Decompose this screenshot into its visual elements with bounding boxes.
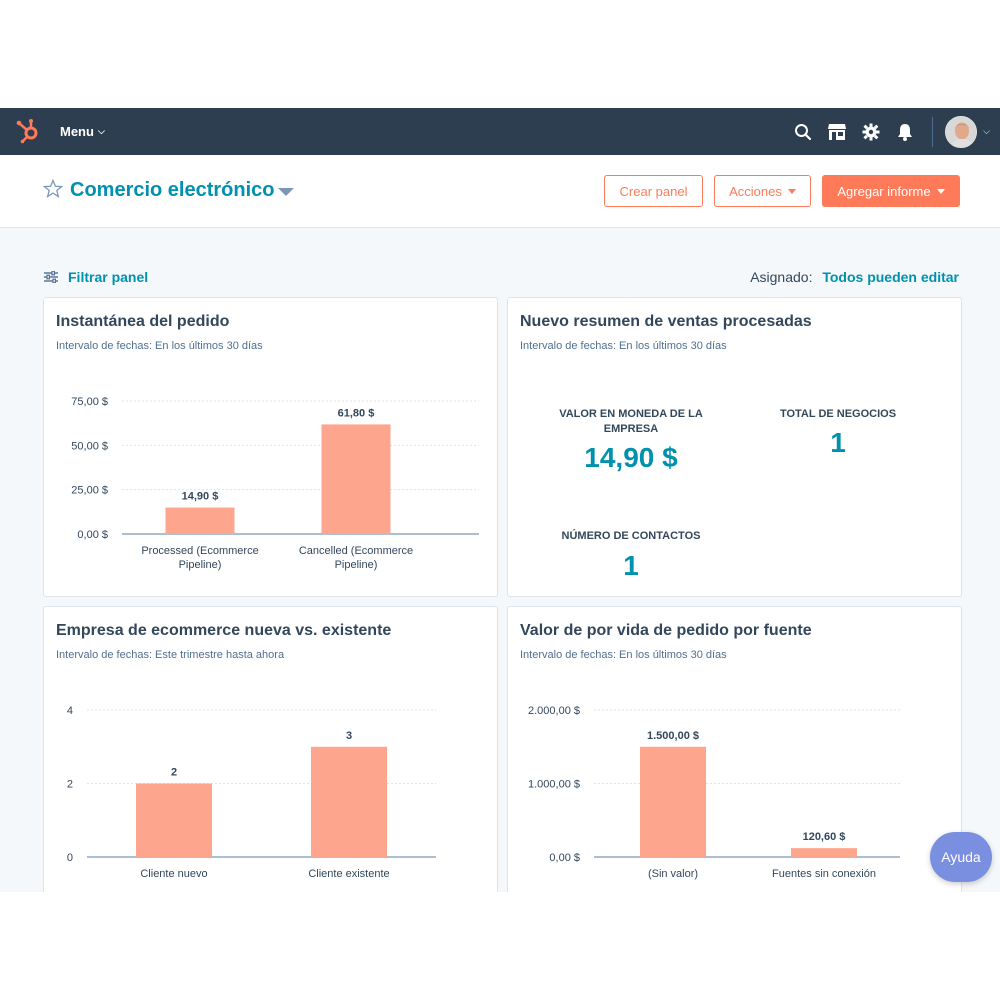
y-tick-label: 4 <box>67 705 73 717</box>
actions-button[interactable]: Acciones <box>714 175 811 207</box>
y-tick-label: 0,00 $ <box>77 529 108 541</box>
bar-value-label: 2 <box>171 767 177 779</box>
x-tick-label: Pipeline) <box>335 559 378 571</box>
kpi-contacts-value: 1 <box>623 550 639 581</box>
x-tick-label: Fuentes sin conexión <box>772 868 876 880</box>
report-card-lifetime-value-by-source: Valor de por vida de pedido por fuente I… <box>507 606 962 892</box>
bar-value-label: 14,90 $ <box>182 491 219 503</box>
new-vs-existing-chart: 0 2 4 2 Cliente nuevo 3 Cliente existente <box>67 705 436 880</box>
marketplace-icon[interactable] <box>820 108 854 155</box>
bar[interactable] <box>791 848 857 857</box>
card-title[interactable]: Nuevo resumen de ventas procesadas <box>520 313 812 330</box>
help-button[interactable]: Ayuda <box>930 832 992 882</box>
help-label: Ayuda <box>941 849 981 865</box>
x-tick-label: (Sin valor) <box>648 868 698 880</box>
assigned-label: Asignado: <box>750 269 813 285</box>
create-dashboard-button[interactable]: Crear panel <box>604 175 703 207</box>
card-title[interactable]: Valor de por vida de pedido por fuente <box>520 622 812 639</box>
kpi-total-deals-value: 1 <box>830 427 846 458</box>
actions-label: Acciones <box>729 183 782 199</box>
x-tick-label: Pipeline) <box>179 559 222 571</box>
order-snapshot-chart: 0,00 $ 25,00 $ 50,00 $ 75,00 $ 14,90 $ Proces… <box>71 396 479 571</box>
nav-divider <box>932 116 934 147</box>
search-icon[interactable] <box>786 108 820 155</box>
card-title[interactable]: Empresa de ecommerce nueva vs. existente <box>56 622 392 639</box>
bar-value-label: 1.500,00 $ <box>647 730 699 742</box>
page-header: Comercio electrónico Crear panel Accione… <box>0 155 1000 228</box>
notifications-icon[interactable] <box>888 108 922 155</box>
kpi-company-currency-value: 14,90 $ <box>584 442 678 473</box>
y-tick-label: 1.000,00 $ <box>528 779 580 791</box>
report-card-new-vs-existing: Empresa de ecommerce nueva vs. existente… <box>43 606 498 892</box>
report-card-order-snapshot: Instantánea del pedido Intervalo de fech… <box>43 297 498 597</box>
bar-value-label: 61,80 $ <box>338 407 375 419</box>
kpi-total-deals-label: TOTAL DE NEGOCIOS <box>779 408 897 420</box>
create-dashboard-label: Crear panel <box>619 183 688 199</box>
filter-dashboard-button[interactable]: Filtrar panel <box>44 269 148 285</box>
y-tick-label: 50,00 $ <box>71 440 108 452</box>
card-title[interactable]: Instantánea del pedido <box>56 313 230 330</box>
y-tick-label: 75,00 $ <box>71 396 108 408</box>
report-card-sales-summary: Nuevo resumen de ventas procesadas Inter… <box>507 297 962 597</box>
avatar[interactable] <box>945 115 978 148</box>
caret-down-icon <box>936 188 945 194</box>
app-window: Menu ⌵ ⌵ Comercio electrónico <box>0 108 1000 892</box>
bar[interactable] <box>311 746 387 857</box>
dashboard-dropdown-icon[interactable] <box>278 188 294 196</box>
y-tick-label: 2 <box>67 779 73 791</box>
filter-label: Filtrar panel <box>68 269 149 285</box>
card-date-range: Intervalo de fechas: En los últimos 30 d… <box>520 340 727 352</box>
settings-icon[interactable] <box>854 108 888 155</box>
bar[interactable] <box>136 783 212 858</box>
star-icon[interactable] <box>43 179 63 199</box>
card-date-range: Intervalo de fechas: Este trimestre hast… <box>56 649 285 661</box>
menu-button[interactable]: Menu ⌵ <box>60 108 105 155</box>
menu-label: Menu <box>60 124 94 139</box>
add-report-label: Agregar informe <box>837 183 931 199</box>
kpi-company-currency-label: VALOR EN MONEDA DE LA EMPRESA <box>559 408 703 435</box>
bar-value-label: 120,60 $ <box>803 831 846 843</box>
caret-down-icon <box>787 188 796 194</box>
hubspot-logo-icon[interactable] <box>14 117 42 145</box>
chevron-down-icon[interactable]: ⌵ <box>983 126 990 136</box>
page-title[interactable]: Comercio electrónico <box>70 179 275 201</box>
x-tick-label: Cliente existente <box>308 868 389 880</box>
x-tick-label: Cliente nuevo <box>140 868 207 880</box>
x-tick-label: Processed (Ecommerce <box>141 545 258 557</box>
y-tick-label: 25,00 $ <box>71 485 108 497</box>
top-nav: Menu ⌵ ⌵ <box>0 108 1000 155</box>
y-tick-label: 2.000,00 $ <box>528 705 580 717</box>
y-tick-label: 0,00 $ <box>549 852 580 864</box>
assigned-info: Asignado: Todos pueden editar <box>750 269 959 285</box>
bar[interactable] <box>165 507 235 534</box>
card-date-range: Intervalo de fechas: En los últimos 30 d… <box>56 340 263 352</box>
bar[interactable] <box>321 424 391 534</box>
add-report-button[interactable]: Agregar informe <box>822 175 960 207</box>
bar-value-label: 3 <box>346 730 352 742</box>
y-tick-label: 0 <box>67 852 73 864</box>
card-date-range: Intervalo de fechas: En los últimos 30 d… <box>520 649 727 661</box>
filter-icon <box>44 271 58 283</box>
x-tick-label: Cancelled (Ecommerce <box>299 545 413 557</box>
chevron-down-icon: ⌵ <box>97 126 105 136</box>
kpi-contacts-label: NÚMERO DE CONTACTOS <box>561 530 701 542</box>
bar[interactable] <box>640 746 706 857</box>
assigned-permission-link[interactable]: Todos pueden editar <box>822 269 959 285</box>
lifetime-value-chart: 0,00 $ 1.000,00 $ 2.000,00 $ 1.500,00 $ (Sin… <box>528 705 900 880</box>
